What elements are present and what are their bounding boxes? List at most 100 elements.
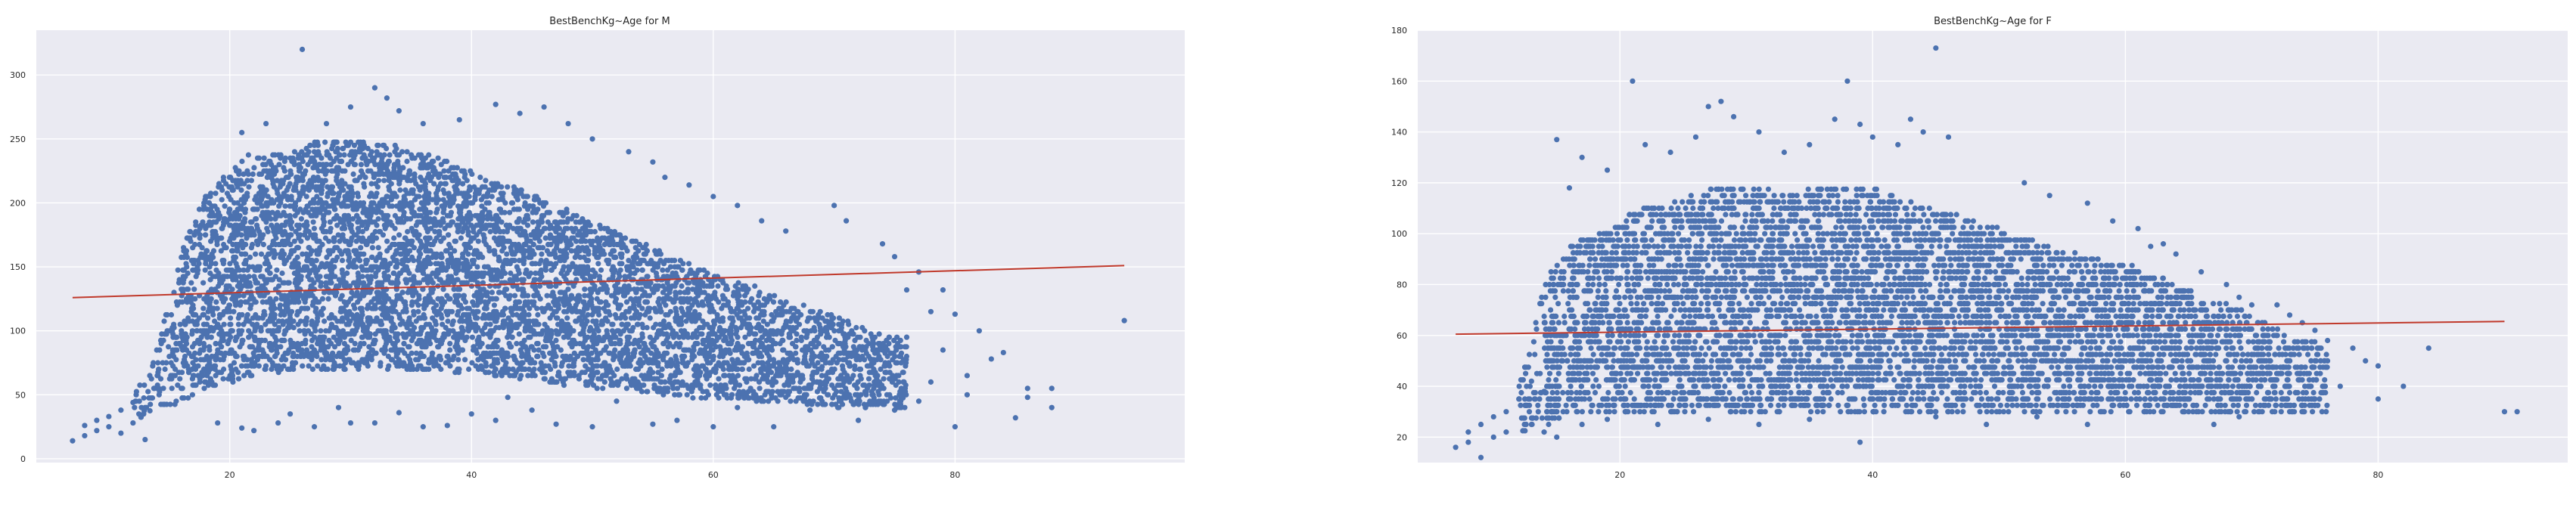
data-point: [381, 270, 387, 277]
data-point: [483, 305, 489, 311]
data-point: [368, 212, 374, 218]
data-point: [440, 280, 446, 286]
data-point: [458, 324, 465, 331]
data-point: [486, 187, 493, 193]
data-point: [418, 245, 424, 251]
data-point: [496, 258, 502, 264]
data-point: [440, 321, 446, 327]
data-point: [454, 165, 461, 171]
data-point: [188, 280, 194, 286]
data-point: [614, 379, 621, 385]
data-point: [484, 293, 490, 299]
data-point: [331, 264, 337, 270]
data-point: [359, 334, 365, 340]
data-point: [336, 190, 342, 197]
data-point: [447, 341, 453, 347]
data-point: [207, 299, 213, 305]
data-point: [219, 225, 225, 231]
data-point: [229, 376, 236, 382]
data-point: [207, 363, 213, 369]
data-point: [444, 158, 450, 165]
data-point: [524, 212, 530, 218]
data-point: [497, 206, 504, 212]
data-point: [322, 178, 328, 184]
data-point: [275, 283, 282, 289]
data-point: [313, 305, 319, 311]
data-point: [494, 344, 500, 350]
data-point: [509, 334, 515, 340]
data-point: [486, 311, 492, 318]
data-point: [493, 318, 499, 324]
data-point: [455, 264, 461, 270]
data-point: [337, 158, 343, 165]
data-point: [259, 293, 266, 299]
data-point: [493, 324, 499, 331]
data-point: [247, 232, 253, 238]
data-point: [216, 181, 222, 187]
data-point: [351, 232, 358, 238]
data-point: [278, 181, 284, 187]
data-point: [499, 248, 505, 254]
y-tick-label: 50: [15, 390, 26, 400]
data-point: [580, 216, 586, 222]
data-point: [351, 331, 357, 337]
data-point: [580, 357, 586, 363]
data-point: [359, 267, 366, 273]
data-point: [516, 206, 523, 212]
data-point: [536, 238, 542, 244]
data-point: [229, 286, 235, 293]
data-point: [431, 308, 438, 314]
data-point: [200, 305, 207, 311]
data-point: [548, 267, 555, 273]
data-point: [466, 193, 472, 200]
data-point: [285, 175, 291, 181]
data-point: [619, 245, 625, 251]
data-point: [411, 308, 417, 314]
data-point: [462, 200, 468, 206]
data-point: [291, 353, 297, 360]
data-point: [525, 248, 532, 254]
data-point: [303, 341, 309, 347]
data-point: [312, 142, 318, 148]
data-point: [232, 178, 238, 184]
data-point: [595, 289, 601, 296]
data-point: [261, 168, 267, 174]
data-point: [523, 193, 529, 200]
data-point: [494, 184, 500, 190]
data-point: [287, 203, 293, 209]
data-point: [342, 168, 348, 174]
data-point: [433, 219, 440, 225]
data-point: [250, 171, 256, 177]
data-point: [617, 261, 623, 267]
data-point: [330, 197, 336, 203]
data-point: [554, 245, 560, 251]
data-point: [460, 251, 466, 257]
data-point: [539, 216, 545, 222]
data-point: [399, 289, 406, 296]
data-point: [300, 175, 306, 181]
data-point: [362, 155, 368, 161]
data-point: [389, 299, 395, 305]
data-point: [577, 331, 584, 337]
data-point: [202, 267, 208, 273]
data-point: [141, 395, 147, 401]
data-point: [477, 175, 483, 181]
data-point: [611, 254, 617, 260]
data-point: [353, 200, 359, 206]
data-point: [163, 311, 169, 318]
data-point: [246, 184, 252, 190]
data-point: [376, 178, 382, 184]
data-point: [197, 328, 204, 334]
data-point: [175, 267, 181, 273]
data-point: [315, 168, 322, 174]
data-point: [239, 311, 245, 318]
data-point: [502, 238, 508, 244]
data-point: [480, 184, 486, 190]
data-point: [185, 395, 191, 401]
data-point: [478, 353, 484, 360]
data-point: [212, 212, 218, 218]
data-point: [203, 258, 209, 264]
data-point: [269, 209, 275, 215]
data-point: [583, 350, 589, 356]
data-point: [350, 149, 356, 155]
